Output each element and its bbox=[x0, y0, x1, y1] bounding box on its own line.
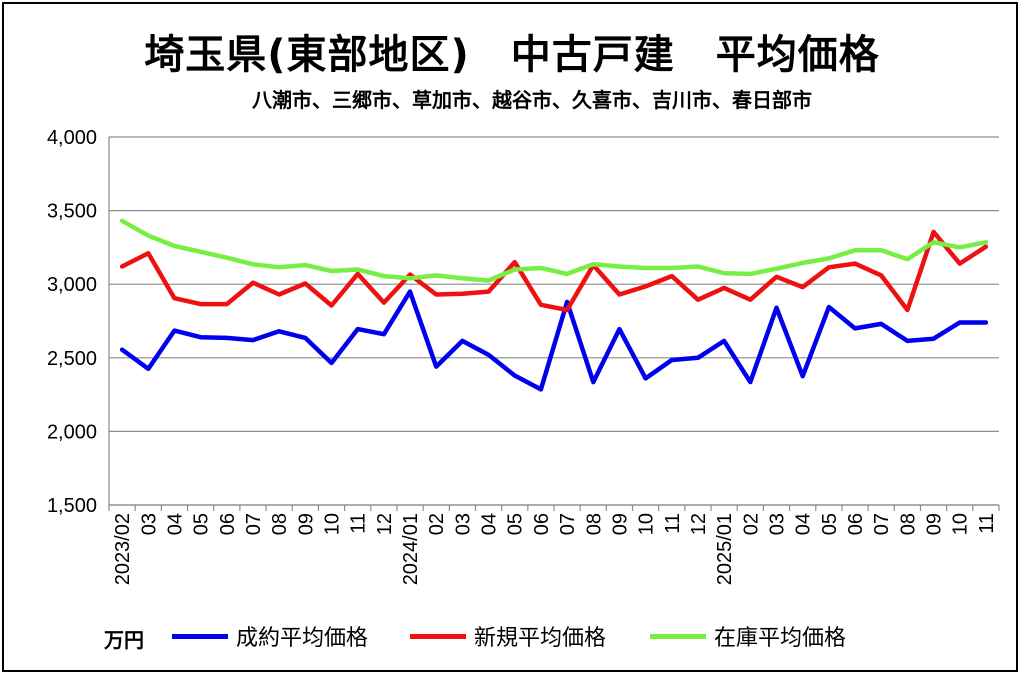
x-tick-label: 04 bbox=[164, 513, 186, 535]
y-tick-label: 3,000 bbox=[47, 274, 97, 296]
legend-item-contract: 成約平均価格 bbox=[172, 622, 369, 651]
x-tick-label: 08 bbox=[269, 513, 291, 535]
x-tick-label: 2025/01 bbox=[714, 513, 736, 585]
y-tick-label: 2,000 bbox=[47, 421, 97, 443]
x-tick-label: 07 bbox=[557, 513, 579, 535]
x-tick-label: 06 bbox=[217, 513, 239, 535]
series-line-0 bbox=[119, 289, 989, 392]
legend-item-stock: 在庫平均価格 bbox=[650, 622, 847, 651]
legend-label-stock: 在庫平均価格 bbox=[714, 626, 847, 651]
x-tick-label: 04 bbox=[793, 513, 815, 535]
chart-title: 埼玉県(東部地区) 中古戸建 平均価格 bbox=[144, 32, 880, 78]
unit-label: 万円 bbox=[104, 628, 144, 652]
legend-swatch-contract bbox=[172, 633, 228, 639]
x-tick-label: 10 bbox=[636, 513, 658, 535]
x-tick-label: 12 bbox=[688, 513, 710, 535]
x-tick-label: 11 bbox=[662, 513, 684, 534]
x-tick-label: 03 bbox=[767, 513, 789, 535]
x-tick-label: 09 bbox=[609, 513, 631, 535]
x-tick-label: 05 bbox=[505, 513, 527, 535]
x-tick-label: 2023/02 bbox=[112, 513, 134, 585]
legend-label-contract: 成約平均価格 bbox=[236, 626, 369, 651]
x-tick-label: 11 bbox=[976, 513, 998, 534]
x-tick-label: 11 bbox=[348, 513, 370, 534]
legend-swatch-new bbox=[410, 633, 466, 639]
x-tick-label: 05 bbox=[819, 513, 841, 535]
x-tick-label: 03 bbox=[138, 513, 160, 535]
x-tick-label: 04 bbox=[479, 513, 501, 535]
x-tick-label: 02 bbox=[740, 513, 762, 535]
x-tick-label: 03 bbox=[452, 513, 474, 535]
legend-label-new: 新規平均価格 bbox=[474, 626, 607, 651]
x-tick-label: 07 bbox=[871, 513, 893, 535]
x-tick-label: 2024/01 bbox=[400, 513, 422, 585]
y-tick-label: 4,000 bbox=[47, 127, 97, 149]
x-tick-label: 09 bbox=[924, 513, 946, 535]
x-tick-label: 06 bbox=[845, 513, 867, 535]
legend-item-new: 新規平均価格 bbox=[410, 622, 607, 651]
y-tick-label: 3,500 bbox=[47, 201, 97, 223]
x-tick-label: 05 bbox=[191, 513, 213, 535]
series-line-1 bbox=[119, 229, 989, 313]
x-tick-label: 10 bbox=[322, 513, 344, 535]
y-tick-label: 2,500 bbox=[47, 348, 97, 370]
x-tick-label: 07 bbox=[243, 513, 265, 535]
chart-subtitle: 八潮市、三郷市、草加市、越谷市、久喜市、吉川市、春日部市 bbox=[252, 88, 812, 112]
x-tick-label: 08 bbox=[583, 513, 605, 535]
series-line-2 bbox=[119, 218, 989, 283]
x-tick-label: 12 bbox=[374, 513, 396, 535]
x-tick-label: 08 bbox=[897, 513, 919, 535]
x-tick-label: 10 bbox=[950, 513, 972, 535]
x-tick-label: 09 bbox=[295, 513, 317, 535]
y-tick-label: 1,500 bbox=[47, 495, 97, 517]
x-tick-label: 02 bbox=[426, 513, 448, 535]
legend-swatch-stock bbox=[650, 633, 706, 639]
x-tick-label: 06 bbox=[531, 513, 553, 535]
